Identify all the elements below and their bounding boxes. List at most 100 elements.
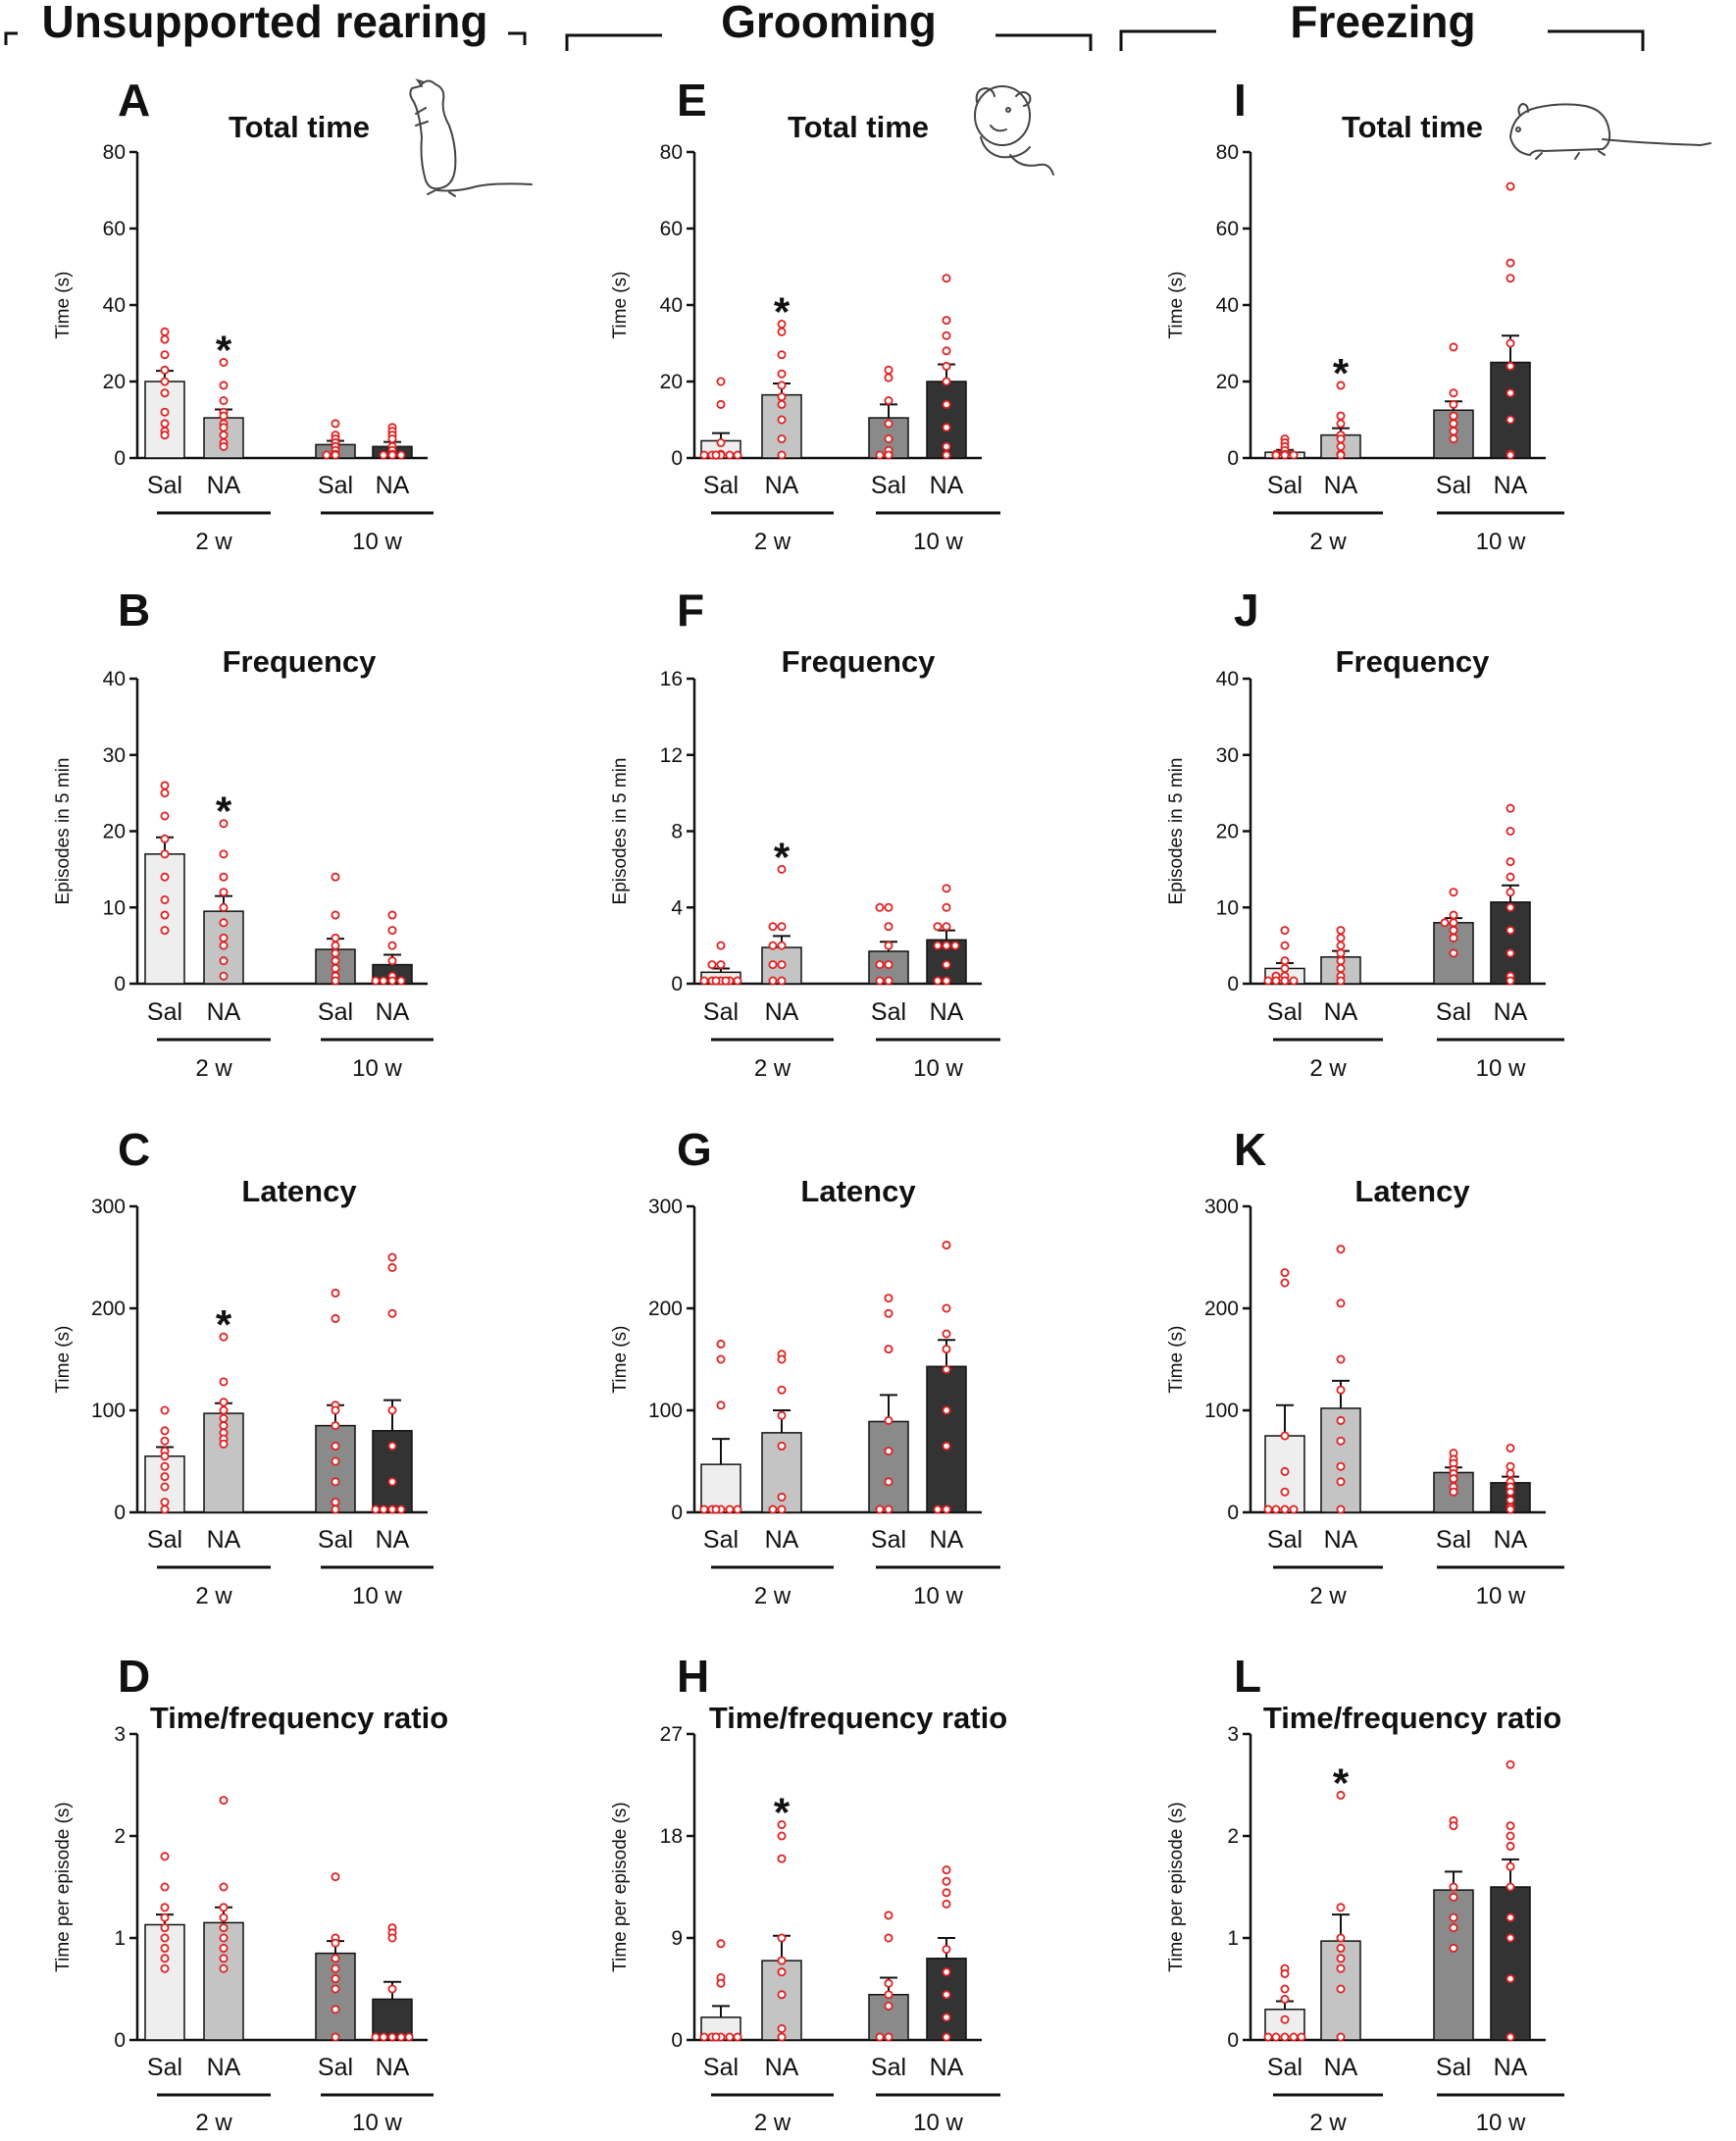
data-point: [942, 1405, 951, 1415]
group-label: 2 w: [195, 1583, 232, 1609]
group-label: 2 w: [195, 2110, 232, 2136]
group-label: 10 w: [352, 1583, 402, 1609]
data-point: [884, 450, 894, 460]
y-axis-label: Time (s): [53, 272, 74, 339]
data-point: [716, 1339, 726, 1349]
data-point: [160, 407, 170, 417]
data-point: [777, 1956, 787, 1965]
data-point: [219, 1405, 229, 1415]
data-point: [777, 1967, 787, 1977]
data-point: [942, 361, 951, 371]
data-point: [942, 346, 951, 356]
data-point: [1506, 1933, 1515, 1943]
data-point: [950, 941, 960, 950]
category-label: NA: [207, 472, 241, 499]
data-point: [777, 415, 787, 425]
data-point: [331, 1974, 340, 1984]
category-label: Sal: [871, 2054, 906, 2081]
data-point: [160, 365, 170, 375]
data-point: [219, 888, 229, 897]
y-tick-label: 0: [1227, 447, 1239, 470]
data-point: [884, 2001, 894, 2011]
y-tick-label: 100: [648, 1400, 683, 1422]
bar: [868, 1420, 909, 1513]
data-point: [219, 423, 229, 433]
data-point: [1506, 1821, 1515, 1831]
data-point: [219, 1421, 229, 1431]
data-point: [219, 1413, 229, 1423]
data-point: [933, 1504, 943, 1514]
data-point: [1271, 450, 1281, 460]
data-point: [777, 1441, 787, 1451]
data-point: [396, 1504, 406, 1514]
data-point: [1280, 1984, 1290, 1994]
data-point: [1271, 976, 1281, 986]
data-point: [725, 2032, 735, 2042]
data-point: [1506, 258, 1515, 268]
data-point: [884, 419, 894, 429]
data-point: [1280, 450, 1290, 460]
data-point: [160, 781, 170, 790]
data-point: [331, 933, 340, 943]
data-point: [875, 902, 885, 912]
category-label: NA: [376, 472, 410, 499]
data-point: [1506, 803, 1515, 813]
data-point: [160, 1903, 170, 1912]
data-point: [160, 1954, 170, 1963]
data-point: [219, 1923, 229, 1933]
data-point: [884, 395, 894, 405]
data-point: [331, 956, 340, 966]
data-point: [219, 395, 229, 405]
category-label: NA: [1324, 1526, 1358, 1554]
data-point: [942, 450, 951, 460]
data-point: [1506, 827, 1515, 837]
data-point: [884, 1933, 894, 1943]
data-point: [160, 1405, 170, 1415]
data-point: [160, 1472, 170, 1482]
data-point: [777, 369, 787, 379]
group-label: 2 w: [754, 529, 791, 555]
data-point: [1449, 1923, 1458, 1933]
bar: [1490, 361, 1531, 459]
data-point: [219, 1439, 229, 1449]
data-point: [160, 894, 170, 904]
data-point: [1263, 2032, 1273, 2042]
data-point: [1506, 1861, 1515, 1871]
y-tick-label: 30: [103, 744, 126, 767]
data-point: [219, 902, 229, 912]
y-tick-label: 20: [103, 821, 126, 843]
data-point: [1280, 1278, 1290, 1288]
data-point: [219, 1943, 229, 1953]
panel-i: I Total time Time (s) 0 20 40 60 80 Sal * NA Sal NA 2…: [1166, 75, 1564, 555]
data-point: [1449, 1487, 1458, 1497]
data-point: [331, 1421, 340, 1431]
y-tick-label: 3: [1227, 1723, 1239, 1746]
category-label: NA: [376, 1526, 410, 1554]
data-point: [777, 1990, 787, 2000]
data-point: [884, 1415, 894, 1425]
panel-title: Total time: [788, 110, 929, 144]
group-label: 2 w: [1309, 529, 1347, 555]
data-point: [733, 976, 742, 986]
data-point: [160, 1852, 170, 1861]
data-point: [1506, 1496, 1515, 1505]
data-point: [942, 1329, 951, 1339]
data-point: [711, 450, 721, 460]
data-point: [219, 441, 229, 451]
data-point: [942, 1945, 951, 1955]
data-point: [387, 1308, 397, 1318]
data-point: [160, 334, 170, 344]
data-point: [733, 2032, 742, 2042]
data-point: [884, 1345, 894, 1354]
data-point: [1289, 2032, 1299, 2042]
data-point: [160, 1912, 170, 1922]
data-point: [884, 1990, 894, 2000]
category-label: NA: [765, 1526, 799, 1554]
data-point: [942, 331, 951, 340]
y-tick-label: 100: [91, 1400, 126, 1422]
data-point: [777, 922, 787, 932]
group-label: 10 w: [352, 529, 402, 555]
data-point: [1289, 1504, 1299, 1514]
data-point: [1506, 338, 1515, 348]
data-point: [331, 1477, 340, 1487]
